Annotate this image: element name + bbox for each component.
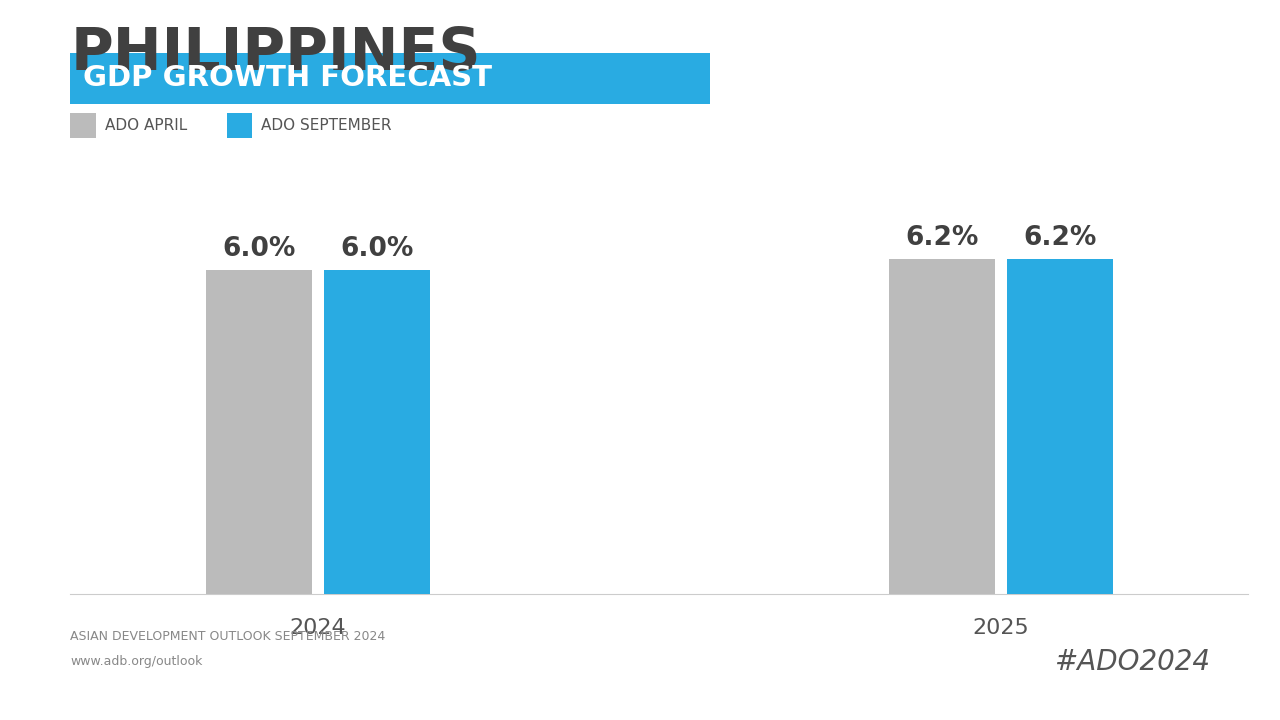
Text: 6.2%: 6.2% [1023,225,1096,251]
Text: PHILIPPINES: PHILIPPINES [70,25,481,82]
Bar [206,270,312,594]
Bar [324,270,430,594]
Text: 6.2%: 6.2% [905,225,978,251]
Bar [888,259,995,594]
Text: ADO APRIL: ADO APRIL [105,119,187,133]
Text: www.adb.org/outlook: www.adb.org/outlook [70,655,202,668]
Text: ASIAN DEVELOPMENT OUTLOOK SEPTEMBER 2024: ASIAN DEVELOPMENT OUTLOOK SEPTEMBER 2024 [70,630,385,643]
Text: #ADO2024: #ADO2024 [1053,648,1210,676]
Text: 2024: 2024 [289,618,346,639]
Text: 6.0%: 6.0% [223,236,296,262]
Bar [1006,259,1112,594]
Text: ADB: ADB [1153,36,1238,68]
Text: 6.0%: 6.0% [340,236,413,262]
Text: GDP GROWTH FORECAST: GDP GROWTH FORECAST [83,65,493,92]
Text: ADO SEPTEMBER: ADO SEPTEMBER [261,119,392,133]
Text: 2025: 2025 [973,618,1029,639]
